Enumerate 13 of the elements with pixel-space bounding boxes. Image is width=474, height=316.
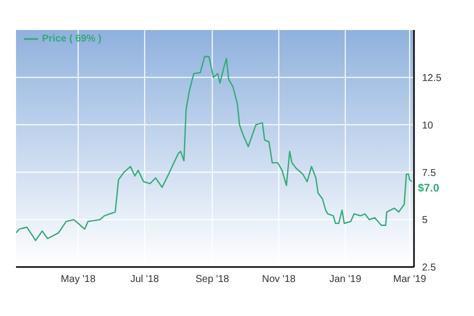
x-tick-label: Jan '19 — [329, 274, 362, 286]
x-tick-label: Jul '18 — [130, 274, 160, 286]
annotation: $7.0 — [418, 182, 440, 195]
x-tick-label: Sep '18 — [195, 274, 230, 286]
x-tick-label: Nov '18 — [262, 274, 296, 286]
y-tick-label: 10 — [422, 120, 434, 132]
y-tick-label: 7.5 — [422, 168, 436, 179]
y-tick-label: 12.5 — [422, 72, 442, 84]
line-series — [16, 56, 412, 242]
x-tick-label: Mar '19 — [393, 274, 427, 286]
x-tick-label: May '18 — [60, 274, 96, 286]
y-tick-label: 2.5 — [422, 262, 436, 274]
y-tick-label: 5 — [422, 215, 428, 226]
